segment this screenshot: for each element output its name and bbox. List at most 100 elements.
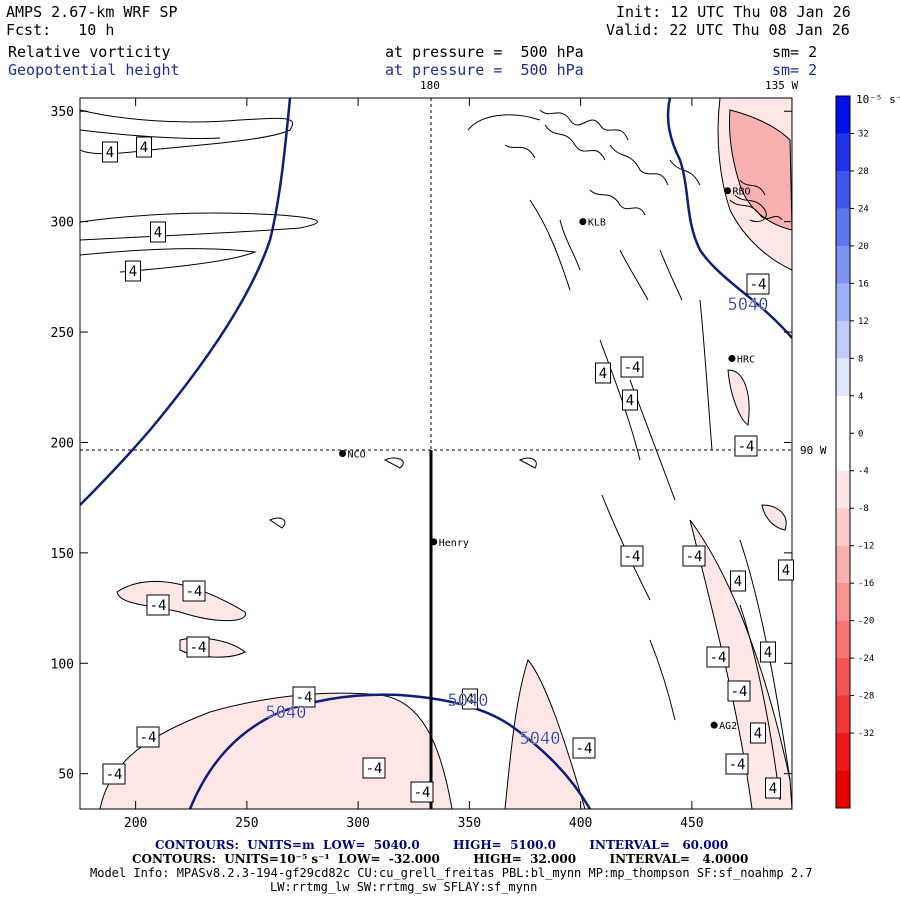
vorticity-label: -4 [414,785,431,801]
meridian-180-label: 180 [420,79,440,92]
vorticity-label: -4 [190,640,207,656]
vorticity-label: -4 [738,439,755,455]
colorbar-swatch [836,96,850,134]
colorbar-swatch [836,283,850,322]
vorticity-label-box [725,753,749,775]
vorticity-label-box [150,221,166,243]
vorticity-label-box [620,356,644,378]
vorticity-label: 4 [754,726,762,742]
vorticity-label: -4 [366,761,383,777]
station-label: KLB [588,218,606,229]
vorticity-label-box [727,680,751,702]
y-tick-label: 150 [51,547,74,562]
colorbar-level-label: 20 [858,242,869,252]
colorbar-level-label: 24 [858,204,869,214]
colorbar-swatch [836,733,850,772]
field2-level: at pressure = 500 hPa [385,61,584,79]
vorticity-label-box [595,362,611,384]
vorticity-label-box [125,260,141,282]
x-tick-label: 250 [235,816,258,831]
colorbar-swatch [836,770,850,809]
plot-frame [79,97,793,810]
vorticity-label-box [778,559,794,581]
y-tick-label: 350 [51,105,74,120]
station-dot [430,538,438,546]
station-label: HRC [737,355,755,366]
y-tick-label: 200 [51,436,74,451]
station-dot [339,450,347,457]
colorbar-swatch [836,620,850,659]
vorticity-dense-contours [504,109,783,301]
colorbar-level-label: 32 [858,129,869,139]
y-tick-label: 100 [51,657,74,672]
colorbar-level-label: -16 [858,579,874,589]
vorticity-label: 4 [466,692,474,708]
height-contour-label: 5040 [448,691,489,711]
field2-smoothing: sm= 2 [772,61,818,79]
colorbar-level-label: 8 [858,354,863,364]
meridian-135w-label: 135 W [765,79,799,92]
colorbar-level-label: -8 [858,504,869,514]
vorticity-label: 4 [154,225,162,241]
vorticity-label: 4 [764,645,772,661]
vorticity-dense-contours-east [734,179,767,223]
colorbar-swatch [836,658,850,697]
model-info: Model Info: MPASv8.2.3-194-gf29cd82c CU:… [90,866,813,880]
vorticity-label-box [186,636,210,658]
station-label: RBO [732,187,750,198]
vorticity-label: -4 [296,690,313,706]
vorticity-label: 4 [106,145,114,161]
x-tick-label: 450 [680,816,703,831]
vorticity-label: -4 [150,598,167,614]
field1-name: Relative vorticity [8,43,171,61]
vorticity-label: -4 [106,767,123,783]
colorbar-level-label: 4 [858,392,863,402]
field1-smoothing: sm= 2 [772,43,818,61]
vorticity-label: -4 [186,584,203,600]
vorticity-label-box [706,646,730,668]
station-dot [710,721,718,729]
colorbar-swatch [836,208,850,247]
vorticity-label-box [292,686,316,708]
model-info-physics: LW:rrtmg_lw SW:rrtmg_sw SFLAY:sf_mynn [270,880,538,894]
colorbar-swatch [836,133,850,172]
vorticity-label-box [730,570,746,592]
x-tick-label: 350 [458,816,481,831]
map-fields [80,98,792,809]
vorticity-label: -4 [140,730,157,746]
vorticity-label: -4 [729,757,746,773]
vorticity-label: 4 [734,574,742,590]
vorticity-negative-region [504,658,586,809]
vorticity-label: -4 [710,650,727,666]
vorticity-label-box [410,781,434,803]
vorticity-negative-region [689,519,792,809]
colorbar-swatch [836,170,850,209]
colorbar-level-label: -24 [858,654,874,664]
colorbar-level-label: -32 [858,729,874,739]
colorbar-level-label: 12 [858,317,869,327]
vorticity-label-box [760,641,776,663]
vorticity-label-box [136,136,152,158]
model-title: AMPS 2.67-km WRF SP [6,3,178,21]
geopotential-height-contours [80,98,792,809]
height-labels: 5040 5040 5040 5040 [265,295,769,749]
colorbar-swatch [836,695,850,734]
vorticity-label-box [750,722,766,744]
contours-height-info: CONTOURS: UNITS=m LOW= 5040.0 HIGH= 5100… [155,838,729,852]
height-contour-label: 5040 [728,295,769,315]
vorticity-negative-region [727,369,750,426]
vorticity-label-box [146,594,170,616]
vorticity-label: 4 [140,140,148,156]
vorticity-label-box [572,737,596,759]
station-dot [728,355,736,363]
height-contour-label: 5040 [520,729,561,749]
colorbar-swatch [836,470,850,509]
station-label: NCO [348,450,366,461]
vorticity-contours [80,109,791,801]
vorticity-label-box [102,141,118,163]
vorticity-label: -4 [624,549,641,565]
y-tick-label: 50 [58,768,74,783]
colorbar-level-label: -28 [858,692,874,702]
vorticity-label: -4 [576,741,593,757]
